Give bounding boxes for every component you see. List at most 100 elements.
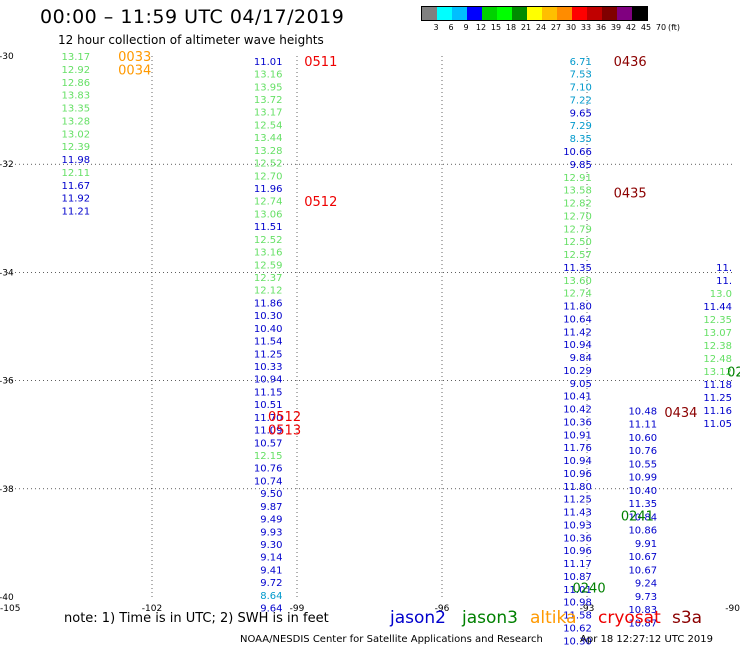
swh-value: 12.11 xyxy=(61,168,90,179)
swh-value: 13.83 xyxy=(61,91,90,102)
lat-tick-label: -36 xyxy=(0,377,14,387)
swh-value: 13.07 xyxy=(703,328,732,339)
satellite-s3a: s3a xyxy=(672,608,703,628)
swh-value: 10.48 xyxy=(628,406,657,417)
legend-label: 18 xyxy=(505,23,517,32)
swh-value: 10.67 xyxy=(628,565,657,576)
legend-label: 70 xyxy=(655,23,667,32)
color-legend: 3 6 9 12 15 18 21 24 27 30 33 36 39 42 45 70 (ft) xyxy=(421,6,680,33)
swh-value: 10.98 xyxy=(563,598,592,609)
swh-value: 9.65 xyxy=(570,108,592,119)
legend-label: 36 xyxy=(595,23,607,32)
swh-value: 12.79 xyxy=(563,224,592,235)
swh-value: 11.18 xyxy=(703,380,732,391)
swh-value: 9.93 xyxy=(260,527,282,538)
swh-value: 13.72 xyxy=(254,95,283,106)
swh-value: 11.17 xyxy=(563,559,592,570)
lon-tick-label: -93 xyxy=(580,604,595,614)
swh-value: 9.64 xyxy=(260,604,282,615)
legend-swatch xyxy=(542,7,557,20)
legend-swatch xyxy=(452,7,467,20)
time-label: 0513 xyxy=(268,423,301,438)
swh-value: 10.40 xyxy=(628,486,657,497)
swh-value: 13.95 xyxy=(254,82,283,93)
lat-tick-label: -38 xyxy=(0,485,14,495)
swh-value: 10.76 xyxy=(628,446,657,457)
time-label: 0435 xyxy=(614,186,647,201)
swh-value: 10.74 xyxy=(254,476,283,487)
swh-value: 10.33 xyxy=(254,362,283,373)
swh-value: 12.52 xyxy=(254,235,283,246)
swh-value: 10.94 xyxy=(563,340,592,351)
swh-value: 9.72 xyxy=(260,578,282,589)
time-label: 0512 xyxy=(268,410,301,425)
swh-value: 11.76 xyxy=(563,443,592,454)
swh-value: 13.28 xyxy=(254,146,283,157)
swh-value: 13.58 xyxy=(563,186,592,197)
lon-tick-label: -90 xyxy=(725,604,740,614)
swh-value: 9.85 xyxy=(570,160,592,171)
swh-value: 9.41 xyxy=(260,565,282,576)
swh-value: 9.05 xyxy=(570,379,592,390)
swh-value: 12.91 xyxy=(563,173,592,184)
legend-label: 6 xyxy=(448,23,454,32)
swh-value: 7.22 xyxy=(570,95,592,106)
swh-value: 10.91 xyxy=(563,430,592,441)
swh-value: 10.84 xyxy=(628,512,657,523)
legend-swatch xyxy=(512,7,527,20)
swh-value: 13.0 xyxy=(710,289,732,300)
legend-swatch xyxy=(617,7,632,20)
swh-value: 8.64 xyxy=(260,591,282,602)
swh-value: 10.62 xyxy=(563,623,592,634)
swh-value: 13.60 xyxy=(563,276,592,287)
satellite-jason3: jason3 xyxy=(462,608,518,628)
swh-value: 10.99 xyxy=(628,473,657,484)
swh-value: 11.11 xyxy=(628,420,657,431)
legend-label: 9 xyxy=(463,23,469,32)
swh-value: 7.10 xyxy=(570,83,592,94)
time-label: 0434 xyxy=(664,406,697,421)
lat-tick-label: -30 xyxy=(0,52,14,62)
swh-value: 11.25 xyxy=(563,495,592,506)
swh-value: 13.28 xyxy=(61,116,90,127)
swh-value: 10.41 xyxy=(563,392,592,403)
swh-value: 12.92 xyxy=(61,65,90,76)
swh-value: 10.66 xyxy=(563,147,592,158)
altimeter-tracks: 13.1712.9212.8613.8313.3513.2813.0212.39… xyxy=(61,52,732,650)
lon-tick-label: -96 xyxy=(435,604,450,614)
swh-value: 11.44 xyxy=(703,302,732,313)
swh-value: 7.53 xyxy=(570,70,592,81)
legend-swatch xyxy=(587,7,602,20)
swh-value: 11.16 xyxy=(703,406,732,417)
swh-value: 10.60 xyxy=(628,433,657,444)
legend-label: 15 xyxy=(490,23,502,32)
legend-swatch xyxy=(602,7,617,20)
swh-value: 12.74 xyxy=(254,197,283,208)
time-label: 0241 xyxy=(621,509,654,524)
swh-value: 10.87 xyxy=(628,618,657,629)
swh-value: 10.36 xyxy=(563,417,592,428)
swh-value: 10.51 xyxy=(254,400,283,411)
swh-value: 10.87 xyxy=(563,572,592,583)
swh-value: 13.44 xyxy=(254,133,283,144)
lat-tick-label: -34 xyxy=(0,268,14,278)
swh-value: 13.16 xyxy=(254,248,283,259)
swh-value: 8.35 xyxy=(570,134,592,145)
swh-value: 10.30 xyxy=(254,311,283,322)
swh-value: 10.83 xyxy=(628,605,657,616)
legend-swatch xyxy=(572,7,587,20)
swh-value: 10.40 xyxy=(254,324,283,335)
swh-value: 12.37 xyxy=(254,273,283,284)
swh-value: 9.73 xyxy=(635,592,657,603)
legend-label: 30 xyxy=(565,23,577,32)
swh-value: 12.50 xyxy=(563,237,592,248)
swh-value: 12.48 xyxy=(703,354,732,365)
swh-value: 12.59 xyxy=(254,260,283,271)
swh-value: 10.86 xyxy=(628,526,657,537)
swh-value: 11. xyxy=(716,263,732,274)
swh-value: 10.96 xyxy=(563,546,592,557)
swh-value: 13.35 xyxy=(61,104,90,115)
legend-label: 45 xyxy=(640,23,652,32)
legend-label: 33 xyxy=(580,23,592,32)
